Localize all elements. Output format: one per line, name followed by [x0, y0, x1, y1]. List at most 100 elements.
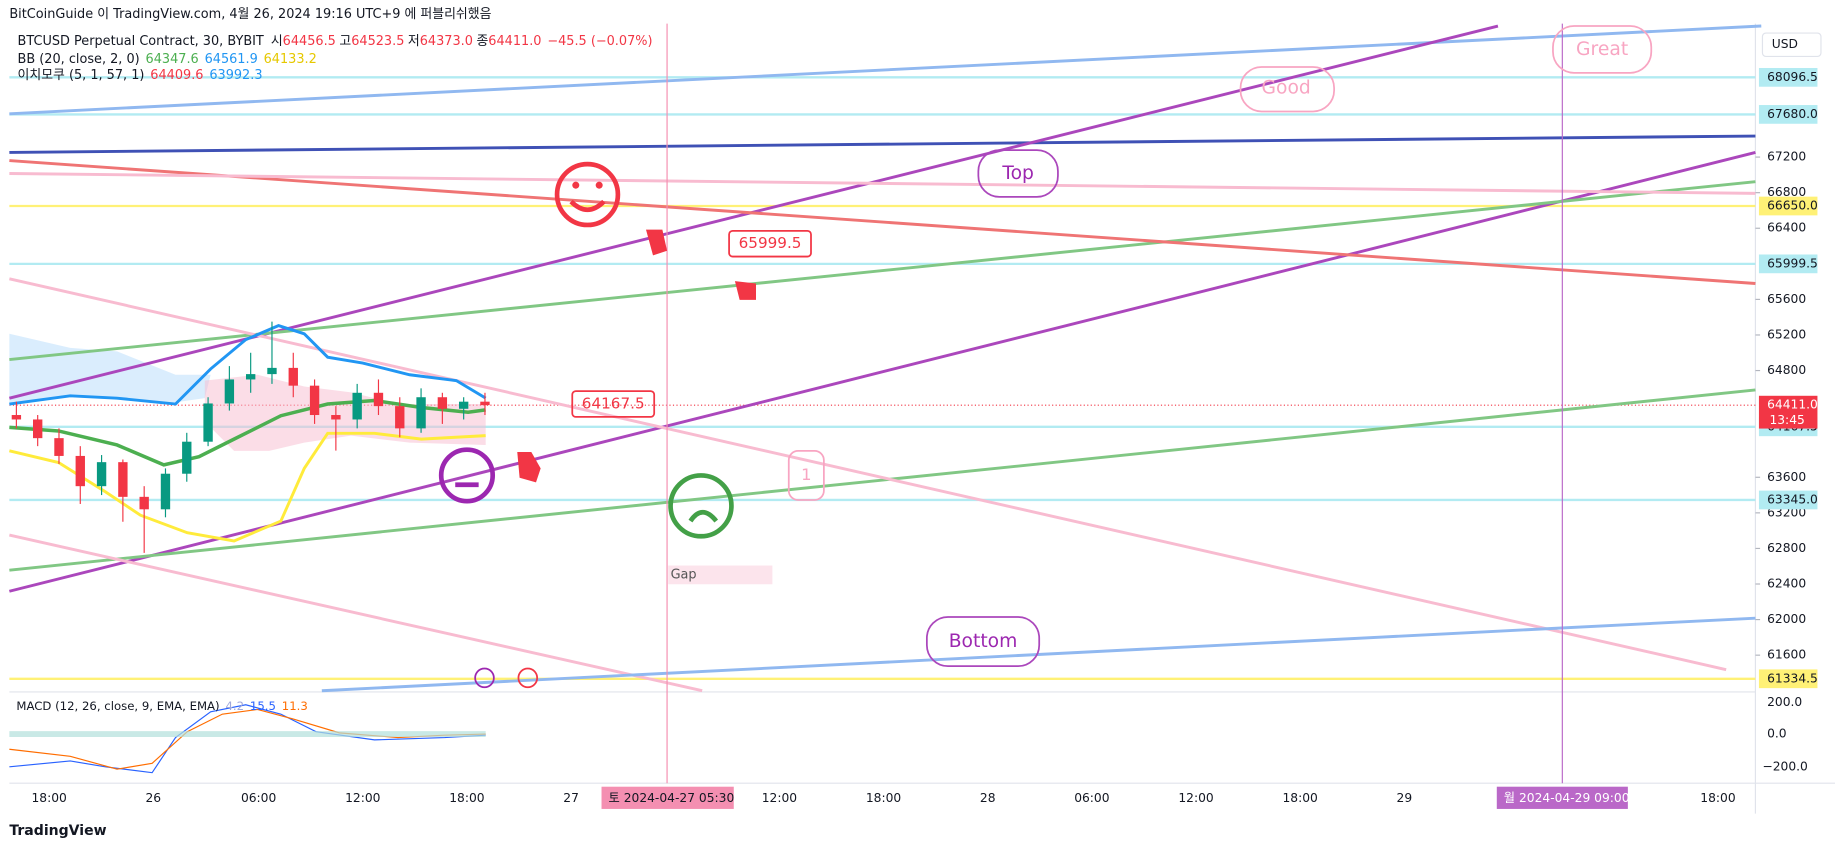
- y-tick-label: 63600: [1767, 470, 1806, 484]
- macd: MACD (12, 26, close, 9, EMA, EMA): [16, 698, 219, 712]
- macd-label: MACD (12, 26, close, 9, EMA, EMA) 4.2 15.5…: [16, 698, 307, 712]
- macd: 11.3: [282, 698, 308, 712]
- ichimoku: 이치모쿠 (5, 1, 57, 1): [18, 68, 145, 83]
- bubble: [925, 616, 1041, 668]
- annotation: 65999.5: [739, 234, 802, 252]
- bb-basis: [9, 398, 486, 467]
- candle-body: [96, 462, 107, 487]
- y-tick-label: 62800: [1767, 541, 1806, 555]
- smile: [569, 199, 606, 213]
- level-label: 66650.0: [1767, 199, 1818, 213]
- bubble: [977, 149, 1059, 198]
- cursor-box: [601, 786, 734, 809]
- mouth: [688, 509, 719, 523]
- candle-body: [203, 403, 213, 442]
- hand: [734, 281, 757, 300]
- level-label: 61334.5: [1767, 671, 1818, 685]
- h: 64523.5: [351, 34, 404, 49]
- candle-body: [458, 401, 469, 409]
- x-tick-label: 28: [980, 791, 996, 805]
- price-axis: 6160062000624006280063200636006480065200…: [1755, 67, 1818, 689]
- candle-body: [395, 406, 405, 429]
- bubble: [1239, 66, 1335, 113]
- y-tick-label: 65200: [1767, 327, 1806, 341]
- x-tick-label: 29: [1397, 791, 1413, 805]
- y-tick-label: 61600: [1767, 648, 1806, 662]
- currency[interactable]: USD: [1772, 37, 1798, 51]
- trend-line: [9, 180, 1756, 362]
- annotation: 64167.5: [582, 395, 645, 413]
- x-tick-label: 06:00: [241, 791, 276, 805]
- annotation: 1: [801, 465, 811, 484]
- o: 64456.5: [283, 34, 336, 49]
- bb: 64347.6: [146, 51, 199, 66]
- candle-body: [309, 385, 320, 416]
- hand: [517, 452, 541, 483]
- annotation: Bottom: [949, 631, 1018, 652]
- macd-tick: −200.0: [1762, 759, 1807, 773]
- macd-tick: 200.0: [1767, 695, 1802, 709]
- o: 시: [271, 34, 283, 49]
- candle-body: [224, 379, 235, 404]
- icons: [438, 161, 757, 539]
- last-price: 64411.0: [1767, 398, 1818, 412]
- countdown: 13:45: [1769, 413, 1804, 427]
- bb: 64561.9: [205, 51, 258, 66]
- x-tick-label: 12:00: [345, 791, 380, 805]
- trend-line: [9, 24, 1762, 116]
- ichimoku: 64409.6: [150, 68, 203, 83]
- level-label: 67680.0: [1767, 107, 1818, 121]
- event-icon: [474, 667, 495, 689]
- candle-body: [331, 415, 341, 420]
- bb-lower: [9, 431, 486, 543]
- x-tick-label: 18:00: [1283, 791, 1318, 805]
- macd: 4.2: [225, 698, 244, 712]
- annotation: Great: [1576, 39, 1628, 60]
- y-tick-label: 66400: [1767, 221, 1806, 235]
- candle-body: [416, 397, 426, 429]
- neutral: [438, 447, 496, 504]
- candle-body: [33, 419, 43, 439]
- eye: [572, 181, 580, 189]
- footer: TradingView: [9, 823, 106, 839]
- trend-line: [9, 277, 1727, 672]
- trend-line: [9, 388, 1756, 572]
- trend-line: [9, 533, 703, 693]
- y-tick-label: 62400: [1767, 577, 1806, 591]
- cursor-box: [1496, 786, 1628, 809]
- y-tick-label: 64800: [1767, 363, 1806, 377]
- candle-body: [54, 438, 64, 456]
- y-tick-label: 66800: [1767, 185, 1806, 199]
- candle-body: [352, 392, 362, 420]
- y-tick-label: 67200: [1767, 150, 1806, 164]
- c: 64411.0: [488, 34, 541, 49]
- level-box: [1758, 490, 1818, 510]
- publisher: BitCoinGuide 이 TradingView.com, 4월 26, 2…: [9, 6, 491, 22]
- x-tick-label: 18:00: [1700, 791, 1735, 805]
- y-tick-label: 62000: [1767, 612, 1806, 626]
- y-tick-label: 65600: [1767, 292, 1806, 306]
- candle-body: [480, 401, 490, 406]
- level-box: [1758, 196, 1818, 216]
- candle-body: [267, 367, 277, 375]
- candle-body: [182, 441, 192, 474]
- candle-body: [118, 462, 128, 497]
- level-box: [1758, 254, 1818, 274]
- level-label: 65999.5: [1767, 256, 1818, 270]
- level-box: [1758, 669, 1818, 689]
- legend: 이치모쿠 (5, 1, 57, 1) 64409.6 63992.3: [18, 68, 263, 83]
- legend: BTCUSD Perpetual Contract, 30, BYBIT 시644…: [18, 34, 653, 49]
- x-tick-label: 12:00: [1178, 791, 1213, 805]
- x-tick-label: 18:00: [31, 791, 66, 805]
- bb: BB (20, close, 2, 0): [18, 51, 140, 66]
- macd: 15.5: [250, 698, 276, 712]
- x-tick-label: 26: [146, 791, 162, 805]
- currency-box[interactable]: [1761, 32, 1822, 58]
- level-label: 68096.5: [1767, 70, 1818, 84]
- time-axis: 18:00 26 06:00 12:00 18:00 27 12:00 18:00 28 06:0…: [31, 791, 1735, 805]
- bubbles: [474, 25, 1653, 689]
- annotation: Good: [1261, 78, 1310, 99]
- symbol: BTCUSD Perpetual Contract, 30, BYBIT: [18, 34, 264, 49]
- c: 종: [476, 34, 488, 49]
- x-tick-label: 18:00: [866, 791, 901, 805]
